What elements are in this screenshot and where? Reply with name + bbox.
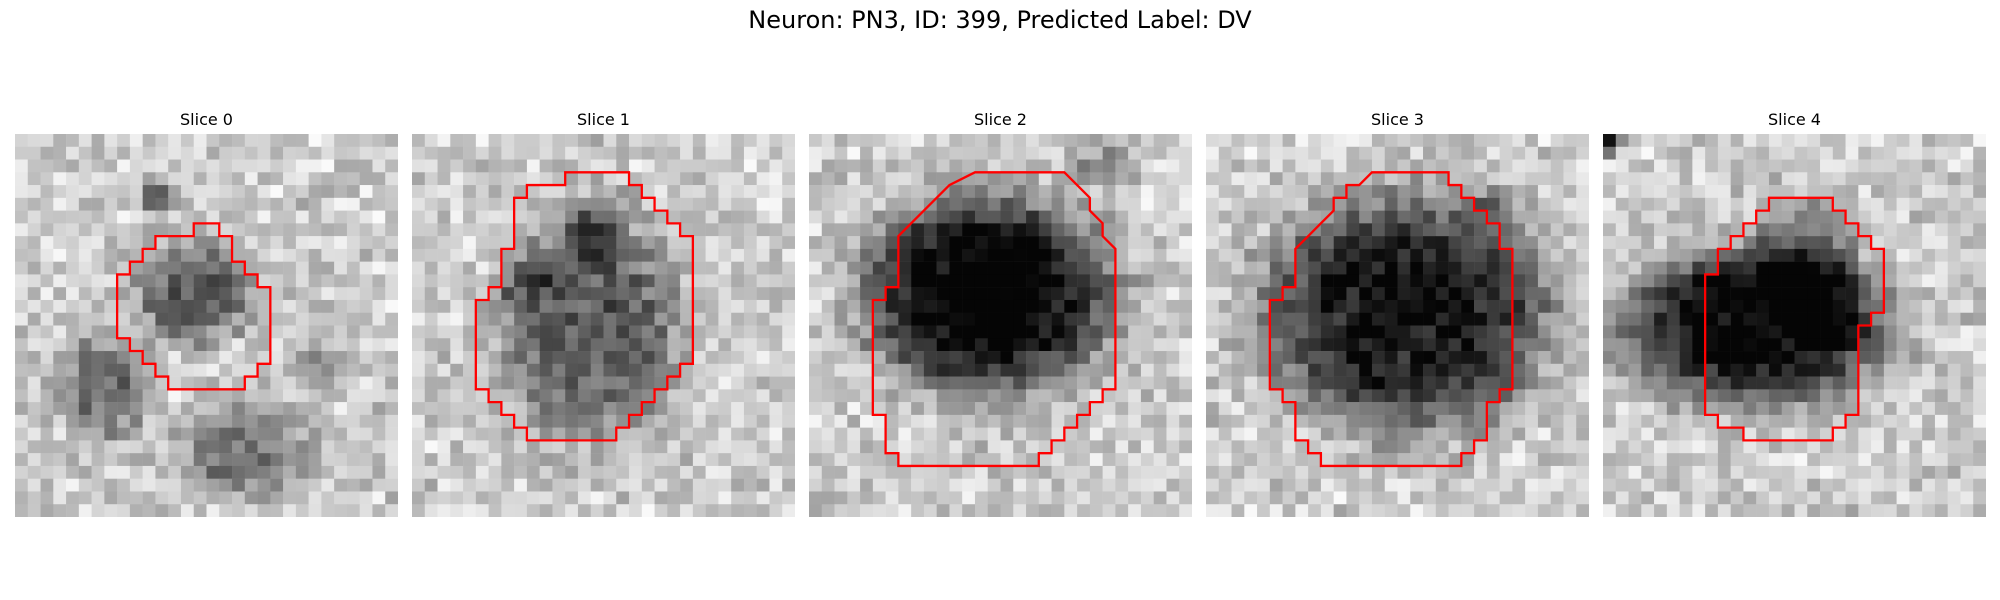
roi-contour [1268, 171, 1514, 468]
slice-image-0 [15, 134, 398, 517]
slice-image-1 [412, 134, 795, 517]
slice-image-2 [809, 134, 1192, 517]
roi-contour [474, 171, 695, 442]
roi-contour [871, 171, 1117, 468]
slice-panel-4: Slice 4 [1603, 110, 1986, 517]
grayscale-pixels [1603, 134, 1986, 517]
grayscale-pixels [1206, 134, 1589, 517]
slice-panel-0: Slice 0 [15, 110, 398, 517]
roi-contour [1703, 196, 1886, 442]
slice-title-0: Slice 0 [180, 110, 233, 129]
slice-title-3: Slice 3 [1371, 110, 1424, 129]
slice-image-3 [1206, 134, 1589, 517]
slice-panel-1: Slice 1 [412, 110, 795, 517]
slice-image-4 [1603, 134, 1986, 517]
figure-title: Neuron: PN3, ID: 399, Predicted Label: D… [748, 6, 1252, 34]
slice-panel-3: Slice 3 [1206, 110, 1589, 517]
slice-title-2: Slice 2 [974, 110, 1027, 129]
slice-panel-2: Slice 2 [809, 110, 1192, 517]
slice-title-4: Slice 4 [1768, 110, 1821, 129]
slice-title-1: Slice 1 [577, 110, 630, 129]
grayscale-pixels [412, 134, 795, 517]
grayscale-pixels [15, 134, 398, 517]
grayscale-pixels [809, 134, 1192, 517]
roi-contour [115, 222, 272, 391]
